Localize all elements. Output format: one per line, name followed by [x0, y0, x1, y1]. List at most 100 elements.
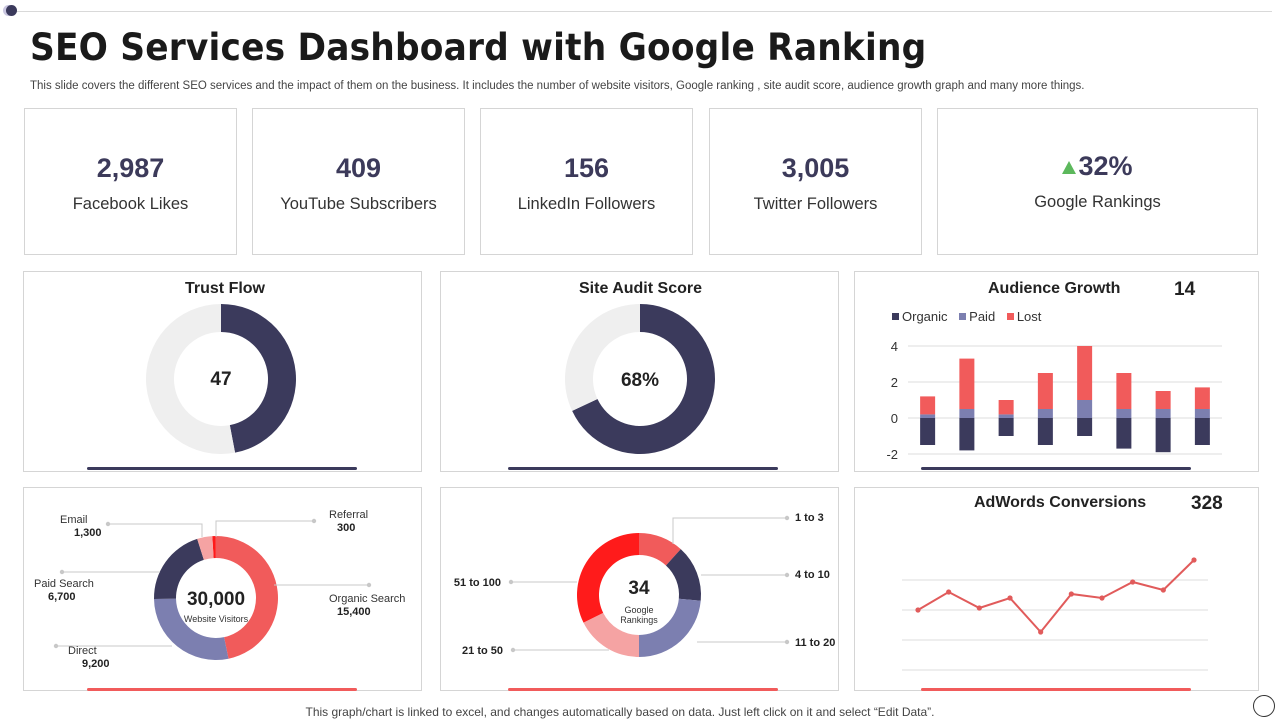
callout-dot	[784, 572, 790, 578]
callout-value: 9,200	[82, 658, 110, 670]
bar-paid	[959, 409, 975, 418]
visitors-slice	[154, 538, 204, 600]
adwords-point	[1191, 557, 1197, 563]
bar-lost	[1116, 373, 1132, 409]
site-audit-donut: 68%	[565, 304, 715, 455]
adwords-point	[946, 589, 952, 595]
callout-value: 15,400	[337, 606, 371, 618]
site-audit-title: Site Audit Score	[579, 280, 702, 297]
stat-value: 3,005	[781, 153, 850, 183]
legend-label: Organic	[902, 309, 948, 324]
legend-swatch-icon	[892, 313, 899, 320]
callout-label: Paid Search	[34, 578, 94, 590]
google-rankings-underline	[508, 688, 778, 691]
stat-value: 156	[563, 153, 610, 183]
rankings-center-label: Google	[624, 605, 653, 615]
footer-note: This graph/chart is linked to excel, and…	[305, 705, 935, 719]
bar-lost	[998, 400, 1014, 415]
adwords-line-chart	[902, 557, 1208, 671]
page-title: SEO Services Dashboard with Google Ranki…	[30, 26, 927, 69]
bar-paid	[1155, 409, 1171, 418]
bar-paid	[1116, 409, 1132, 418]
adwords-value: 328	[1191, 493, 1223, 514]
nav-circle-icon[interactable]	[1253, 695, 1275, 717]
adwords-point	[1130, 579, 1136, 585]
callout-label: 1 to 3	[795, 512, 824, 524]
callout-label: 4 to 10	[795, 569, 830, 581]
callout-label: Referral	[329, 509, 368, 521]
y-tick-label: 2	[891, 375, 898, 390]
top-divider	[16, 11, 1272, 12]
callout-label: Organic Search	[329, 593, 405, 605]
audience-growth-legend: Organic Paid Lost	[892, 309, 1049, 324]
legend-swatch-icon	[959, 313, 967, 320]
page-subtitle: This slide covers the different SEO serv…	[30, 80, 1085, 92]
bar-organic	[1155, 418, 1171, 453]
bar-paid	[920, 414, 936, 418]
stat-card-google-rankings[interactable]: 32% Google Rankings	[937, 108, 1258, 255]
callout-dot	[59, 569, 65, 575]
visitors-center-label: Website Visitors	[184, 614, 249, 624]
adwords-title: AdWords Conversions	[974, 494, 1147, 511]
bar-organic	[1077, 418, 1093, 436]
rankings-center-value: 34	[628, 578, 650, 599]
y-tick-label: 4	[891, 339, 898, 354]
adwords-series-line	[917, 559, 1195, 634]
website-visitors-underline	[87, 688, 357, 691]
bar-lost	[1037, 373, 1053, 409]
bar-paid	[998, 414, 1014, 418]
visitors-slice	[215, 536, 278, 659]
adwords-point	[1038, 629, 1044, 635]
bar-paid	[1194, 409, 1210, 418]
y-tick-label: -2	[886, 447, 898, 462]
legend-swatch-icon	[1006, 313, 1014, 320]
adwords-point	[1068, 591, 1074, 597]
audience-growth-value: 14	[1174, 279, 1196, 300]
bar-paid	[1037, 409, 1053, 418]
trust-flow-title: Trust Flow	[185, 280, 265, 297]
google-rankings-panel	[440, 487, 839, 691]
audience-growth-chart: 4 2 0 -2	[886, 339, 1222, 462]
bar-lost	[1194, 387, 1210, 409]
stat-label: Twitter Followers	[753, 195, 878, 213]
site-audit-slice	[572, 304, 715, 455]
adwords-underline	[921, 688, 1191, 691]
callout-dot	[510, 647, 516, 653]
visitors-slice	[154, 598, 229, 660]
bar-organic	[959, 418, 975, 451]
stat-value: 2,987	[96, 153, 165, 183]
bar-organic	[1116, 418, 1132, 449]
adwords-point	[1160, 587, 1166, 593]
stat-label: LinkedIn Followers	[517, 195, 656, 213]
audience-growth-underline	[921, 467, 1191, 470]
callout-label: Email	[60, 514, 88, 526]
stat-card-youtube[interactable]: 409 YouTube Subscribers	[252, 108, 465, 255]
bar-lost	[959, 358, 975, 409]
bar-lost	[920, 396, 936, 415]
callout-dot	[784, 639, 790, 645]
legend-organic: Organic	[892, 309, 948, 324]
visitors-slice	[197, 536, 214, 560]
rankings-slice	[639, 533, 681, 566]
callout-label: 11 to 20	[795, 637, 835, 649]
callout-label: 51 to 100	[454, 577, 501, 589]
callout-dot	[105, 521, 111, 527]
stat-card-facebook[interactable]: 2,987 Facebook Likes	[24, 108, 237, 255]
stat-card-linkedin[interactable]: 156 LinkedIn Followers	[480, 108, 693, 255]
stat-value: 409	[335, 153, 382, 183]
site-audit-underline	[508, 467, 778, 470]
callout-line	[215, 520, 314, 537]
trust-flow-slice	[221, 304, 297, 453]
trend-up-icon	[1062, 161, 1077, 174]
callout-dot	[508, 579, 514, 585]
trust-flow-center-label: 47	[210, 369, 231, 390]
callout-label: Direct	[68, 645, 97, 657]
bar-lost	[1155, 391, 1171, 409]
callout-dot	[784, 515, 790, 521]
bar-organic	[920, 418, 936, 445]
stat-card-twitter[interactable]: 3,005 Twitter Followers	[709, 108, 922, 255]
visitors-center-value: 30,000	[187, 589, 245, 610]
callout-line	[108, 523, 203, 537]
